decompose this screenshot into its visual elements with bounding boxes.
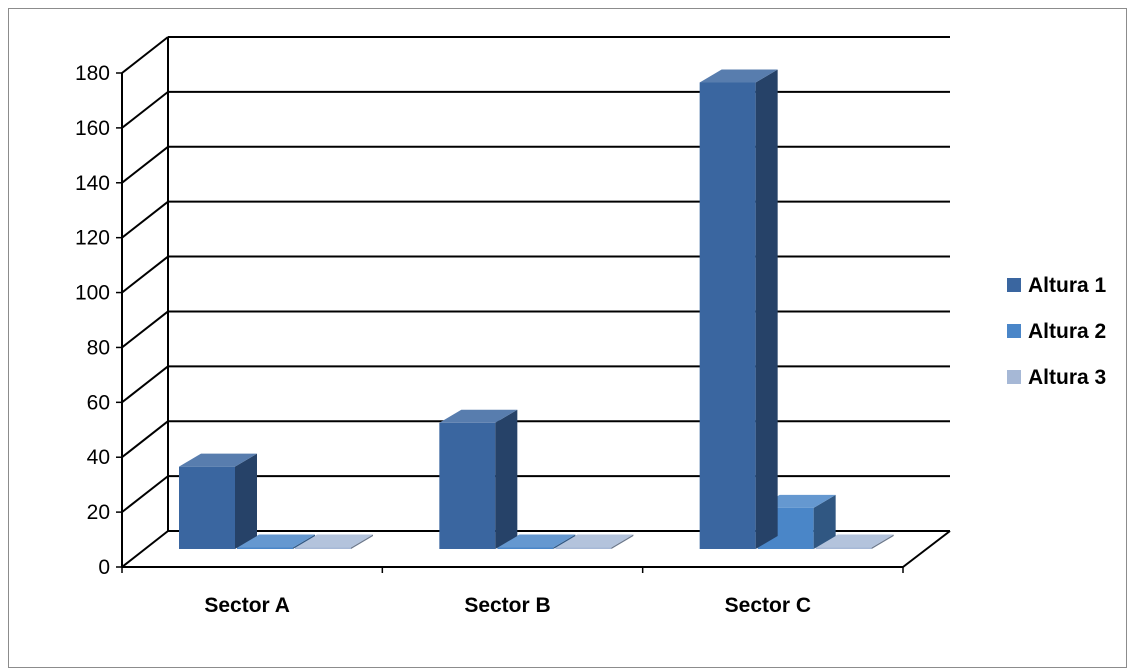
gridlines xyxy=(121,36,950,568)
side-gridline-0 xyxy=(121,530,169,568)
bar-side xyxy=(871,534,894,549)
y-tick-label-40: 40 xyxy=(87,446,110,469)
bar-top xyxy=(497,534,576,548)
side-gridline-160 xyxy=(121,91,169,129)
legend-swatch xyxy=(1007,370,1021,384)
bar-top xyxy=(815,534,894,548)
side-gridline-60 xyxy=(121,365,169,404)
legend-label: Altura 3 xyxy=(1028,366,1106,389)
bar-front xyxy=(497,547,554,549)
bar-top xyxy=(237,534,315,548)
bar-altura-3-sector-b xyxy=(555,534,634,549)
side-gridline-180 xyxy=(121,36,169,74)
side-gridline-140 xyxy=(121,145,169,184)
bar-front xyxy=(295,547,351,549)
side-gridline-120 xyxy=(121,200,169,239)
bar-side xyxy=(611,534,634,549)
y-tick-label-180: 180 xyxy=(75,62,110,85)
y-tick-label-140: 140 xyxy=(75,172,110,195)
y-tick-label-160: 160 xyxy=(75,117,110,140)
side-gridline-80 xyxy=(121,310,169,349)
bar-altura-1-sector-c xyxy=(699,69,778,549)
side-gridline-40 xyxy=(121,420,169,459)
legend-item-altura-2: Altura 2 xyxy=(1007,320,1106,343)
bar-side xyxy=(813,494,836,549)
legend-item-altura-1: Altura 1 xyxy=(1007,274,1107,297)
side-gridline-100 xyxy=(121,255,169,294)
bar-altura-1-sector-a xyxy=(179,453,257,549)
bar-top xyxy=(439,409,518,423)
y-tick-label-0: 0 xyxy=(98,556,110,579)
bar-front xyxy=(179,466,235,549)
bar-top xyxy=(179,453,257,467)
bar-altura-2-sector-a xyxy=(237,534,315,549)
y-tick-label-60: 60 xyxy=(87,391,110,414)
y-tick-label-20: 20 xyxy=(87,501,110,524)
y-tick-label-100: 100 xyxy=(75,282,110,305)
legend-label: Altura 2 xyxy=(1028,320,1106,343)
bar-top xyxy=(699,69,778,83)
bar-front xyxy=(439,422,496,549)
axes xyxy=(116,37,951,573)
legend-swatch xyxy=(1007,278,1021,292)
bar-side xyxy=(293,534,315,549)
bar-front xyxy=(237,547,293,549)
legend: Altura 1 Altura 2 Altura 3 xyxy=(1007,274,1107,389)
bar-side xyxy=(235,453,257,549)
legend-label: Altura 1 xyxy=(1028,274,1107,297)
x-axis-category-labels: Sector A Sector B Sector C xyxy=(204,594,811,617)
bar-altura-3-sector-a xyxy=(295,534,373,549)
bar-side xyxy=(495,409,518,549)
bar-top xyxy=(555,534,634,548)
bar-front xyxy=(555,547,612,549)
bar-side xyxy=(755,69,778,549)
category-label-sector-b: Sector B xyxy=(464,594,550,617)
y-tick-label-120: 120 xyxy=(75,227,110,250)
legend-item-altura-3: Altura 3 xyxy=(1007,366,1106,389)
side-gridline-20 xyxy=(121,475,169,513)
category-label-sector-c: Sector C xyxy=(725,594,811,617)
legend-swatch xyxy=(1007,324,1021,338)
bar-side xyxy=(553,534,576,549)
y-axis-tick-labels: 0 20 40 60 80 100 120 140 160 180 xyxy=(75,62,110,579)
bar-side xyxy=(351,534,373,549)
y-tick-label-80: 80 xyxy=(87,336,110,359)
floor-right-edge xyxy=(902,530,951,568)
bar-altura-2-sector-b xyxy=(497,534,576,549)
bar-altura-3-sector-c xyxy=(815,534,894,549)
bar-front xyxy=(815,547,872,549)
bar-top xyxy=(295,534,373,548)
bar-front xyxy=(699,82,756,549)
bars xyxy=(179,69,894,549)
category-label-sector-a: Sector A xyxy=(204,594,290,617)
bar-altura-1-sector-b xyxy=(439,409,518,549)
